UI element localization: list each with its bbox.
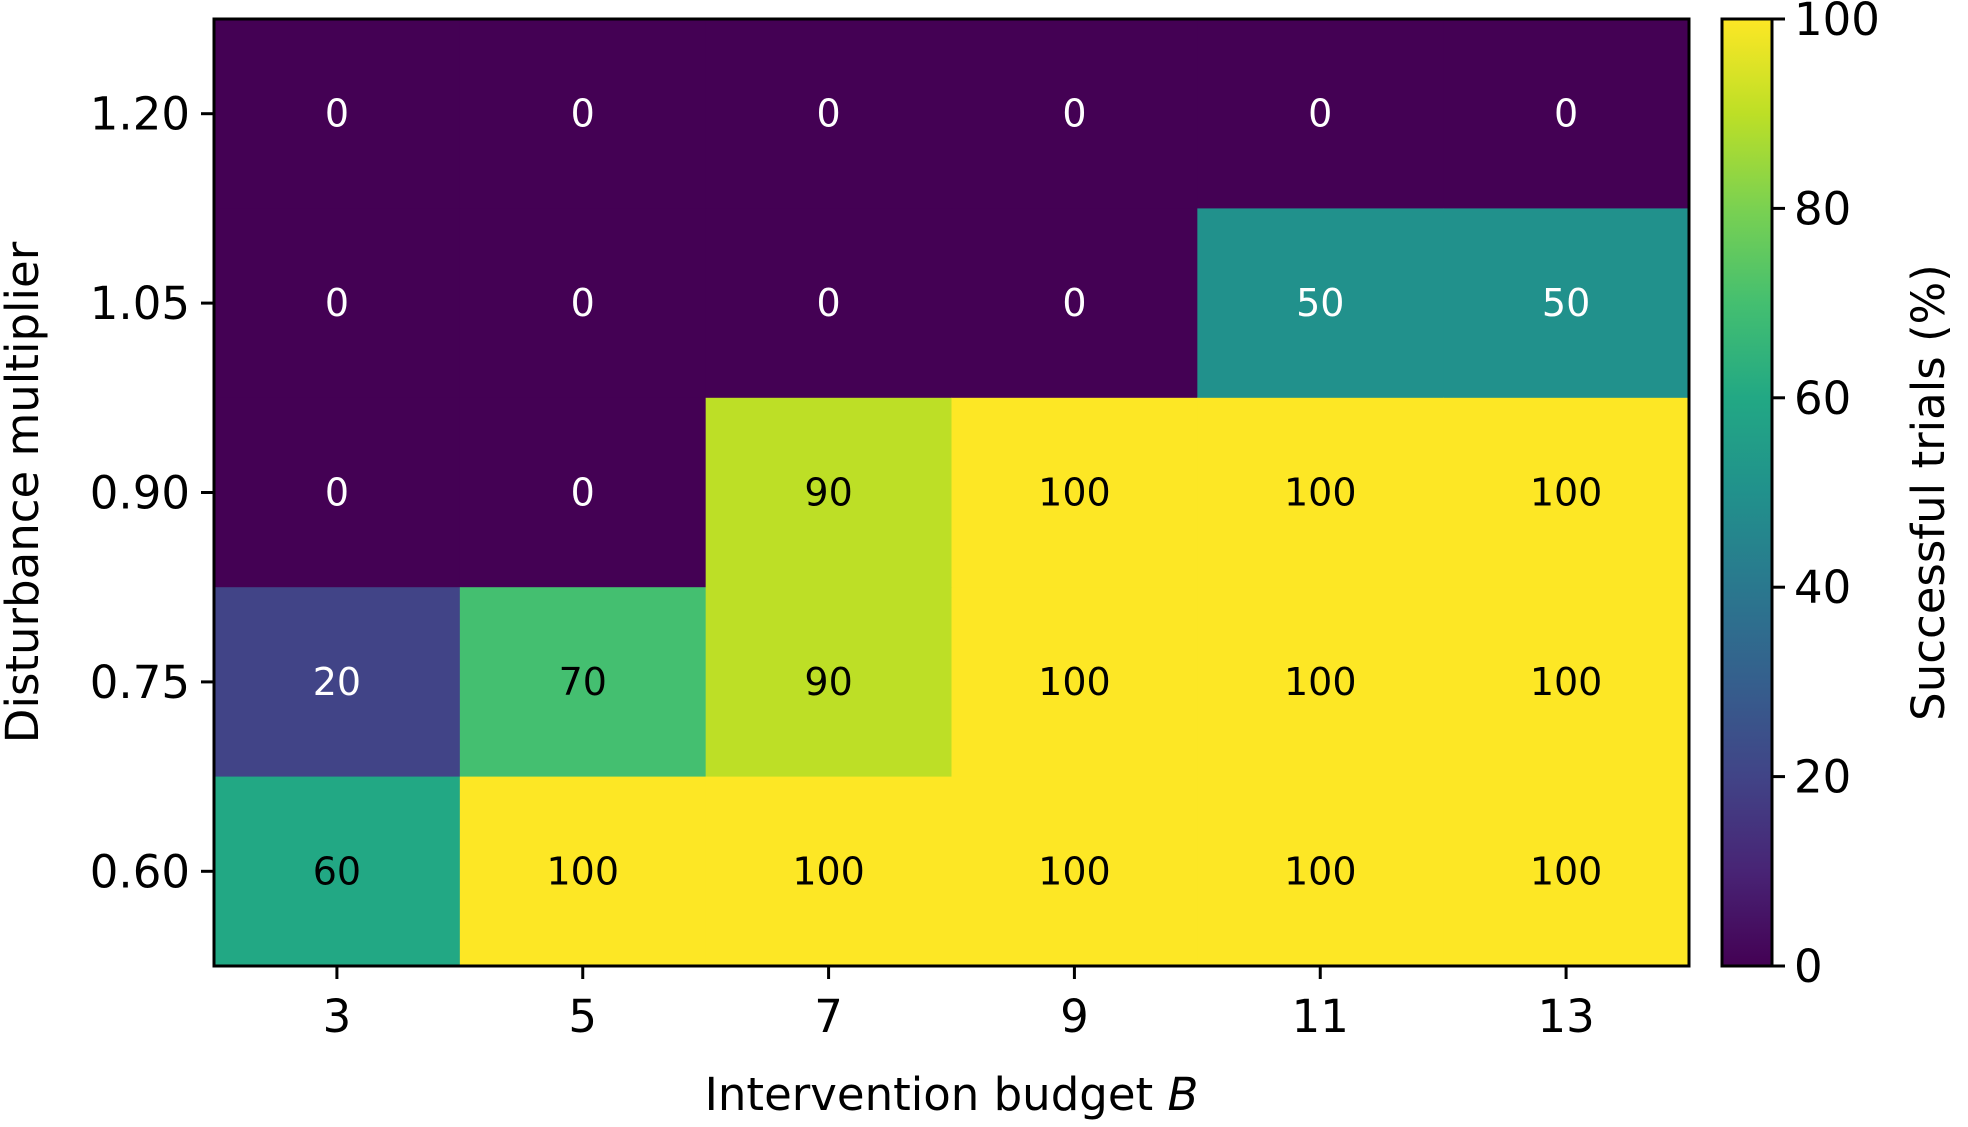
- cell-value-label: 100: [1284, 849, 1357, 893]
- x-tick-label: 13: [1537, 990, 1594, 1043]
- cell-value-label: 70: [559, 660, 607, 704]
- cell-value-label: 100: [1284, 660, 1357, 704]
- heatmap-cell: [1443, 19, 1690, 209]
- heatmap-cell: [459, 19, 707, 209]
- colorbar: 0 20 40 60 80 100 Successful trials (%): [1720, 0, 1955, 993]
- colorbar-tick-label: 80: [1794, 182, 1851, 235]
- colorbar-frame: [1720, 17, 1774, 968]
- heatmap-cell: [214, 776, 461, 967]
- cell-value-label: 0: [571, 281, 595, 325]
- heatmap-cell: [214, 19, 461, 209]
- cell-value-label: 100: [1284, 471, 1357, 515]
- heatmap-cell: [1443, 397, 1690, 588]
- cell-value-label: 0: [325, 471, 349, 515]
- heatmap-cell: [1197, 208, 1444, 399]
- cell-value-label: 100: [1038, 471, 1111, 515]
- cell-value-label: 0: [571, 471, 595, 515]
- colorbar-title: Successful trials (%): [1902, 264, 1955, 721]
- heatmap-cell: [705, 208, 953, 399]
- colorbar-tick-label: 20: [1794, 751, 1851, 804]
- y-tick-label: 0.75: [90, 656, 190, 709]
- cell-value-label: 0: [325, 281, 349, 325]
- heatmap-cell: [1197, 397, 1444, 588]
- heatmap-cell: [705, 397, 953, 588]
- heatmap-cell: [705, 587, 953, 778]
- heatmap-cell: [951, 776, 1198, 967]
- y-tick-label: 0.60: [90, 845, 190, 898]
- y-axis-title: Disturbance multiplier: [0, 241, 49, 743]
- heatmap-cell: [214, 208, 461, 399]
- x-tick-label: 5: [568, 990, 597, 1043]
- heatmap-cell: [459, 208, 707, 399]
- y-tick-label: 0.90: [90, 467, 190, 520]
- heatmap-cell: [705, 19, 953, 209]
- heatmap-cell: [1443, 208, 1690, 399]
- y-axis: 1.20 1.05 0.90 0.75 0.60: [90, 88, 214, 898]
- cell-value-label: 60: [313, 849, 361, 893]
- cell-value-label: 100: [546, 849, 619, 893]
- heatmap-cell: [951, 208, 1198, 399]
- heatmap-cell: [951, 19, 1198, 209]
- heatmap-cell: [459, 587, 707, 778]
- y-tick-label: 1.20: [90, 88, 190, 141]
- cell-value-label: 90: [804, 471, 852, 515]
- heatmap-cell: [951, 587, 1198, 778]
- cell-value-label: 0: [816, 281, 840, 325]
- x-axis: 3 5 7 9 11 13: [323, 966, 1595, 1043]
- cell-value-label: 0: [571, 92, 595, 136]
- heatmap-cell: [214, 587, 461, 778]
- cell-value-label: 100: [1038, 849, 1111, 893]
- heatmap-cell: [1197, 587, 1444, 778]
- y-tick-label: 1.05: [90, 277, 190, 330]
- cell-value-label: 0: [1308, 92, 1332, 136]
- x-tick-label: 11: [1292, 990, 1349, 1043]
- colorbar-ticks: 0 20 40 60 80 100: [1772, 0, 1880, 993]
- cell-value-label: 0: [325, 92, 349, 136]
- cell-value-label: 100: [792, 849, 865, 893]
- cell-value-label: 100: [1530, 660, 1603, 704]
- cell-value-label: 20: [313, 660, 361, 704]
- heatmap-cell: [951, 397, 1198, 588]
- cell-value-label: 100: [1530, 849, 1603, 893]
- heatmap-cells: [214, 19, 1690, 967]
- heatmap-cell: [459, 776, 707, 967]
- heatmap-cell: [1443, 587, 1690, 778]
- cell-value-label: 0: [816, 92, 840, 136]
- cell-value-label: 0: [1062, 281, 1086, 325]
- heatmap-cell-labels: 0 0 0 0 0 0 0 0 0 0 50 50 0 0 90 100 100 100 20 70 90 100 100 1…: [313, 92, 1603, 894]
- heatmap-cell: [214, 397, 461, 588]
- cell-value-label: 0: [1554, 92, 1578, 136]
- heatmap-cell: [459, 397, 707, 588]
- x-tick-label: 9: [1060, 990, 1089, 1043]
- heatmap-cell: [1443, 776, 1690, 967]
- cell-value-label: 50: [1296, 281, 1344, 325]
- heatmap-cell: [1197, 776, 1444, 967]
- cell-value-label: 0: [1062, 92, 1086, 136]
- cell-value-label: 50: [1542, 281, 1590, 325]
- x-tick-label: 3: [323, 990, 352, 1043]
- heatmap-cell: [705, 776, 953, 967]
- x-axis-title: Intervention budget B: [705, 1068, 1199, 1121]
- colorbar-tick-label: 0: [1794, 940, 1823, 993]
- colorbar-tick-label: 100: [1794, 0, 1880, 46]
- colorbar-gradient: [1722, 19, 1772, 966]
- heatmap-cell: [1197, 19, 1444, 209]
- colorbar-tick-label: 60: [1794, 372, 1851, 425]
- cell-value-label: 100: [1038, 660, 1111, 704]
- x-tick-label: 7: [814, 990, 843, 1043]
- cell-value-label: 90: [804, 660, 852, 704]
- cell-value-label: 100: [1530, 471, 1603, 515]
- colorbar-tick-label: 40: [1794, 561, 1851, 614]
